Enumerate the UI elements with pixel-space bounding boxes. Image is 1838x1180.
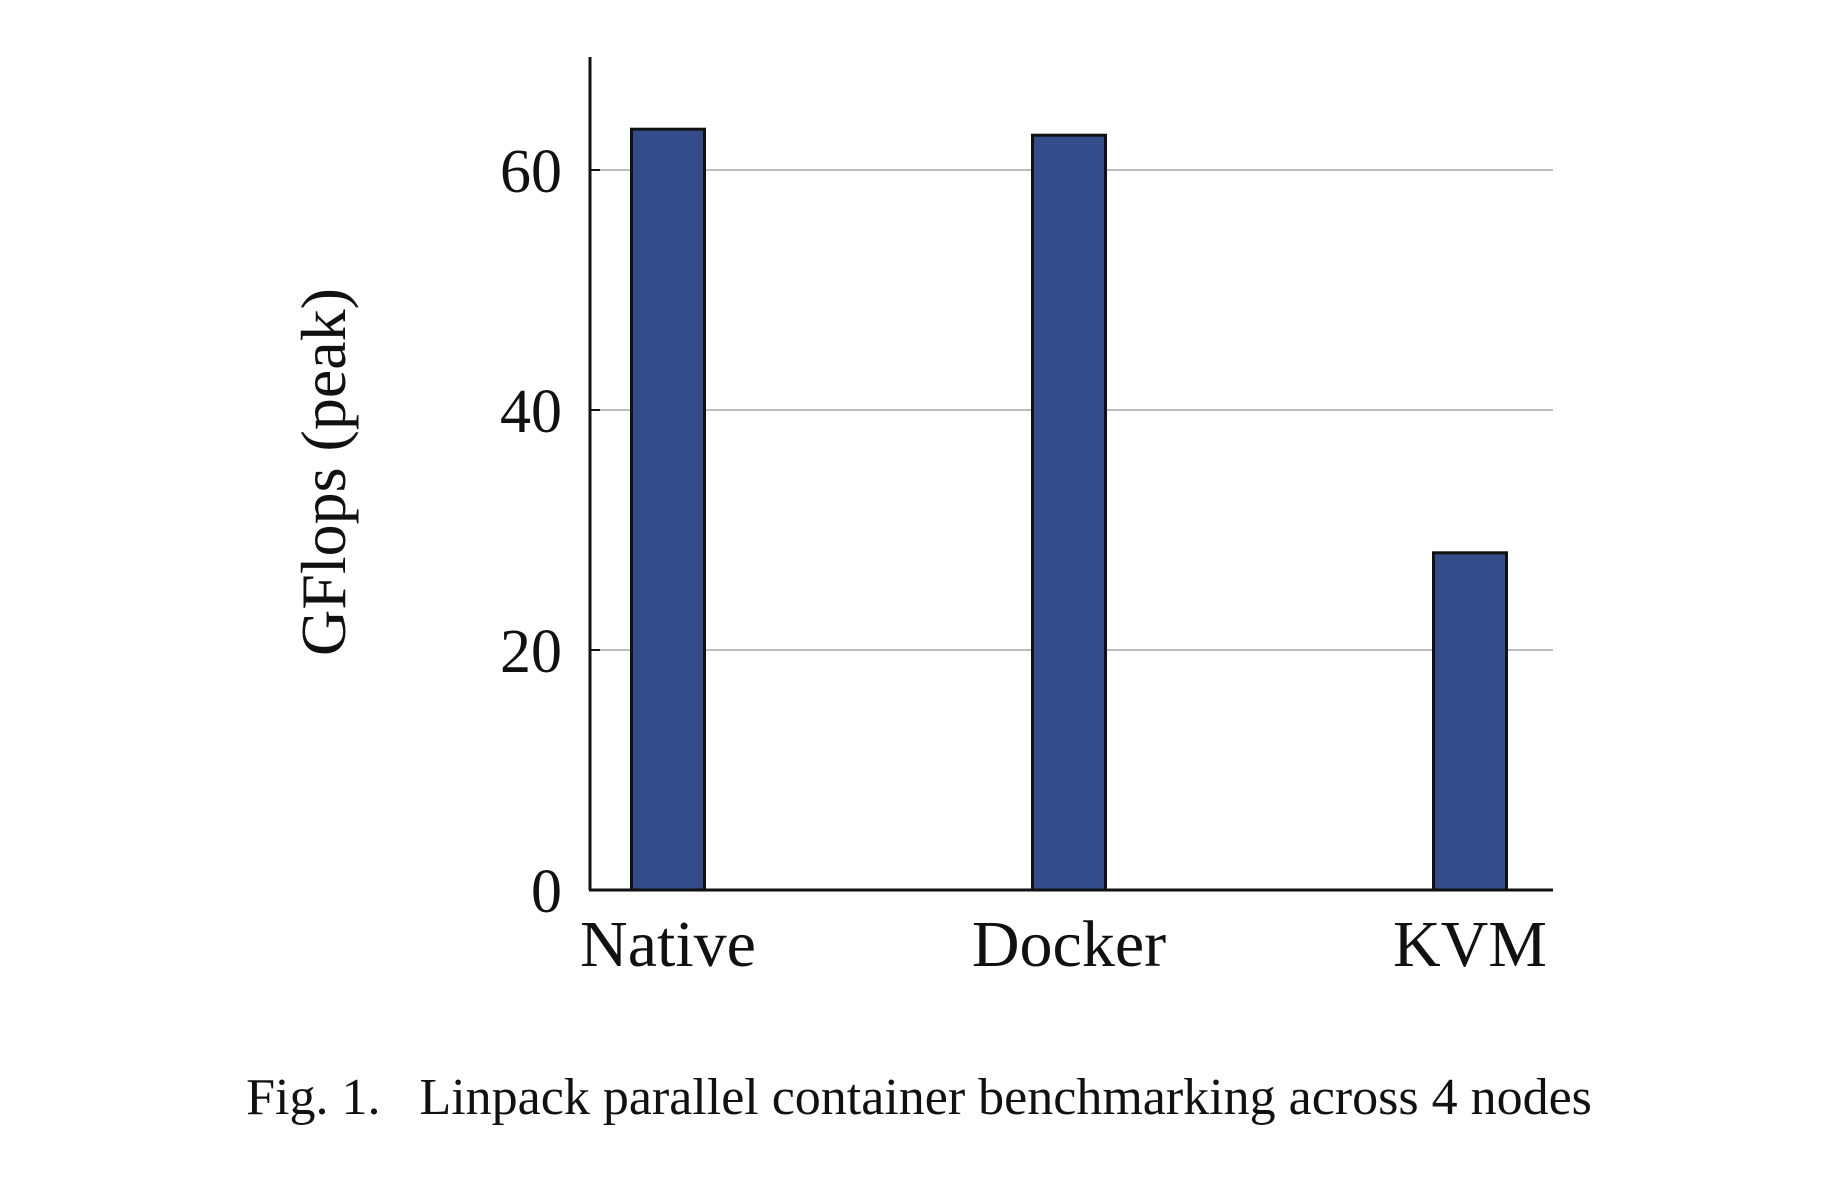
x-category-label-kvm: KVM [1393, 908, 1547, 981]
figure-caption: Fig. 1. Linpack parallel container bench… [246, 1069, 1592, 1126]
bar-native [630, 127, 706, 892]
bar-kvm [1432, 551, 1508, 892]
y-tick-labels: 0 20 40 60 [500, 138, 600, 926]
x-category-labels: Native Docker KVM [580, 908, 1547, 981]
y-tick-label: 60 [500, 138, 562, 206]
x-category-label-native: Native [580, 908, 756, 981]
bar-docker [1031, 133, 1107, 892]
y-tick-label: 40 [500, 378, 562, 446]
x-category-label-docker: Docker [972, 908, 1166, 981]
y-tick-label: 20 [500, 618, 562, 686]
bars [630, 127, 1508, 892]
y-tick-label: 0 [531, 858, 562, 926]
axes [588, 57, 1553, 892]
y-axis-title: GFlops (peak) [288, 288, 359, 656]
